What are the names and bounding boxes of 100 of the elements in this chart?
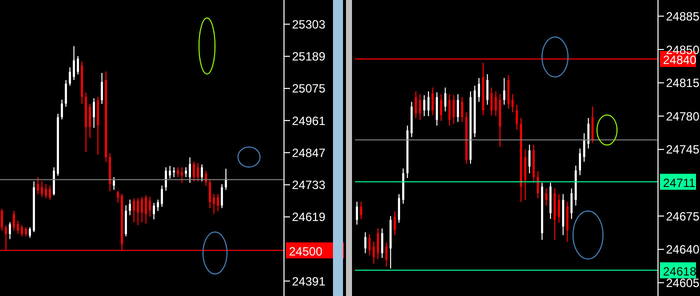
candlestick xyxy=(558,194,560,224)
ref-line-label: 24840 xyxy=(663,53,697,68)
y-tick-label: 24619 xyxy=(292,210,326,224)
candlestick xyxy=(140,196,143,223)
candlestick xyxy=(196,162,199,182)
candlestick xyxy=(220,184,223,209)
candlestick xyxy=(528,144,531,174)
y-tick-label: 25189 xyxy=(292,50,326,64)
candlestick xyxy=(92,98,95,128)
candlestick xyxy=(587,118,590,149)
candlestick xyxy=(516,104,518,130)
candlestick xyxy=(216,194,219,212)
candlestick xyxy=(452,94,455,124)
candlestick xyxy=(503,78,506,106)
candlestick xyxy=(156,199,159,212)
ref-line-label: 24711 xyxy=(663,176,696,190)
candlestick xyxy=(461,96,464,122)
candlestick xyxy=(44,184,47,199)
candlestick xyxy=(16,220,19,234)
y-tick-label: 24961 xyxy=(292,114,326,128)
candlestick xyxy=(507,74,510,109)
ref-line-label: 24618 xyxy=(663,264,697,278)
candlestick xyxy=(490,87,493,116)
candlestick xyxy=(184,166,187,178)
candlestick xyxy=(444,87,446,112)
ref-line-label: 24500 xyxy=(289,244,323,258)
candlestick xyxy=(176,166,179,178)
candlestick xyxy=(164,166,167,192)
candlestick xyxy=(385,242,388,267)
candlestick xyxy=(566,201,568,242)
candlestick xyxy=(570,188,573,220)
candlestick xyxy=(436,92,438,126)
candlestick xyxy=(12,210,15,232)
candlestick xyxy=(128,199,131,216)
candlestick xyxy=(200,164,203,182)
candlestick xyxy=(60,99,63,120)
candlestick xyxy=(578,148,582,176)
candlestick xyxy=(132,198,135,223)
y-tick-label: 24745 xyxy=(666,142,700,157)
y-tick-label: 24605 xyxy=(666,276,700,290)
candlestick xyxy=(356,201,358,226)
candlestick xyxy=(478,78,480,102)
candlestick xyxy=(100,72,103,104)
y-tick-label: 24640 xyxy=(666,242,700,257)
y-tick-label: 24675 xyxy=(666,209,700,224)
candlestick xyxy=(188,156,191,184)
candlestick xyxy=(448,94,451,126)
candlestick xyxy=(398,194,400,224)
candlestick xyxy=(414,90,417,119)
candlestick xyxy=(418,94,422,120)
candlestick xyxy=(486,74,488,106)
candlestick xyxy=(144,194,147,224)
candlestick xyxy=(68,66,71,86)
candlestick xyxy=(52,166,55,196)
candlestick xyxy=(168,165,171,180)
y-tick-label: 24733 xyxy=(292,178,326,192)
candlestick xyxy=(48,185,51,200)
candlestick xyxy=(545,188,548,206)
candlestick xyxy=(180,166,183,184)
candlestick xyxy=(212,194,215,214)
candlestick xyxy=(512,94,514,113)
candlestick xyxy=(440,94,442,122)
candlestick xyxy=(172,166,175,178)
candlestick xyxy=(0,208,3,232)
candlestick xyxy=(28,226,31,238)
candlestick xyxy=(152,202,155,220)
y-tick-label: 24780 xyxy=(666,109,700,124)
candlestick xyxy=(368,234,371,256)
candlestick xyxy=(124,204,127,237)
y-tick-label: 24815 xyxy=(666,76,700,90)
y-tick-label: 24391 xyxy=(292,274,326,288)
candlestick xyxy=(592,106,594,144)
candlestick xyxy=(372,241,375,264)
candlestick xyxy=(208,179,211,209)
candlestick xyxy=(423,94,426,117)
candlestick xyxy=(394,210,396,236)
candlestick xyxy=(160,185,163,208)
candlestick xyxy=(148,196,151,218)
y-tick-label: 24847 xyxy=(292,146,326,160)
candlestick xyxy=(456,94,459,122)
y-tick-label: 25303 xyxy=(292,17,326,32)
candlestick xyxy=(432,87,434,116)
candlestick xyxy=(36,176,39,195)
candlestick xyxy=(40,180,43,198)
candlestick xyxy=(76,56,79,75)
candlestick xyxy=(112,176,115,190)
candlestick xyxy=(364,232,366,254)
candlestick xyxy=(360,201,362,220)
candlestick xyxy=(72,46,75,80)
candlestick xyxy=(427,90,430,117)
candlestick xyxy=(494,90,497,117)
candlestick xyxy=(524,148,526,200)
candlestick xyxy=(64,79,67,108)
y-tick-label: 25075 xyxy=(292,82,326,96)
y-tick-label: 24885 xyxy=(666,9,700,24)
candlestick xyxy=(24,226,27,237)
candlestick xyxy=(88,103,91,138)
candlestick xyxy=(136,198,139,226)
candlestick xyxy=(583,132,586,162)
candlestick xyxy=(376,228,380,260)
